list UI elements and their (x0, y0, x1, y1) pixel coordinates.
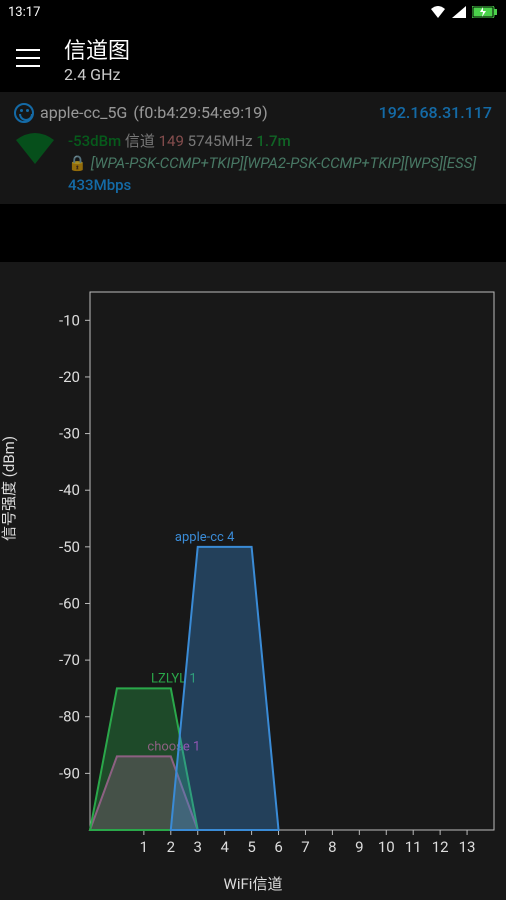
svg-text:9: 9 (355, 838, 363, 856)
status-time: 13:17 (8, 5, 40, 20)
channel-number: 149 (159, 132, 184, 150)
lock-icon: 🔒 (68, 154, 87, 172)
svg-text:1: 1 (140, 838, 148, 856)
svg-text:-50: -50 (59, 538, 80, 556)
svg-text:-10: -10 (59, 311, 80, 329)
chart-svg: -10-20-30-40-50-60-70-80-901234567891011… (12, 282, 500, 870)
title-block: 信道图 2.4 GHz (64, 33, 130, 84)
security-string: [WPA-PSK-CCMP+TKIP][WPA2-PSK-CCMP+TKIP][… (91, 154, 477, 172)
distance: 1.7m (256, 132, 290, 150)
svg-text:-90: -90 (59, 764, 80, 782)
page-title: 信道图 (64, 33, 130, 65)
svg-text:-30: -30 (59, 425, 80, 443)
menu-button[interactable] (16, 49, 40, 67)
svg-text:apple-cc 4: apple-cc 4 (175, 530, 235, 545)
page-subtitle: 2.4 GHz (64, 65, 130, 84)
wifi-icon (14, 132, 56, 164)
svg-text:10: 10 (378, 838, 395, 856)
channel-chart: 信号强度 (dBm) WiFi信道 -10 -20 -30 -40 -50 -60 -70 -… (0, 262, 506, 900)
link-rate: 433Mbps (68, 176, 131, 194)
svg-text:4: 4 (220, 838, 229, 856)
svg-text:3: 3 (194, 838, 202, 856)
channel-word: 信道 (125, 132, 155, 150)
app-bar: 信道图 2.4 GHz (0, 24, 506, 92)
svg-text:2: 2 (167, 838, 175, 856)
svg-text:12: 12 (432, 838, 449, 856)
status-right (430, 5, 498, 19)
connection-details: -53dBm 信道 149 5745MHz 1.7m 🔒[WPA-PSK-CCM… (68, 130, 492, 196)
svg-text:11: 11 (405, 838, 422, 856)
wifi-status-icon (430, 5, 446, 19)
smiley-icon (14, 103, 34, 123)
svg-text:-20: -20 (59, 368, 80, 386)
svg-text:5: 5 (247, 838, 255, 856)
connection-info-panel[interactable]: apple-cc_5G (f0:b4:29:54:e9:19) 192.168.… (0, 92, 506, 204)
svg-text:7: 7 (301, 838, 309, 856)
svg-text:13: 13 (459, 838, 476, 856)
svg-text:6: 6 (274, 838, 282, 856)
frequency: 5745MHz (188, 132, 253, 150)
svg-text:8: 8 (328, 838, 336, 856)
status-bar: 13:17 (0, 0, 506, 24)
battery-status-icon (472, 6, 498, 18)
ip-label: 192.168.31.117 (379, 102, 492, 124)
y-axis-title: 信号强度 (dBm) (0, 436, 19, 541)
svg-text:-80: -80 (59, 708, 80, 726)
svg-text:-70: -70 (59, 651, 80, 669)
ssid-label: apple-cc_5G (40, 102, 127, 124)
mac-label: (f0:b4:29:54:e9:19) (133, 102, 267, 124)
info-row-2: -53dBm 信道 149 5745MHz 1.7m 🔒[WPA-PSK-CCM… (14, 130, 492, 196)
signal-status-icon (452, 6, 466, 18)
x-axis-title: WiFi信道 (224, 873, 283, 894)
svg-text:-40: -40 (59, 481, 80, 499)
svg-text:-60: -60 (59, 594, 80, 612)
signal-strength: -53dBm (68, 132, 121, 150)
info-row-1: apple-cc_5G (f0:b4:29:54:e9:19) 192.168.… (14, 102, 492, 124)
